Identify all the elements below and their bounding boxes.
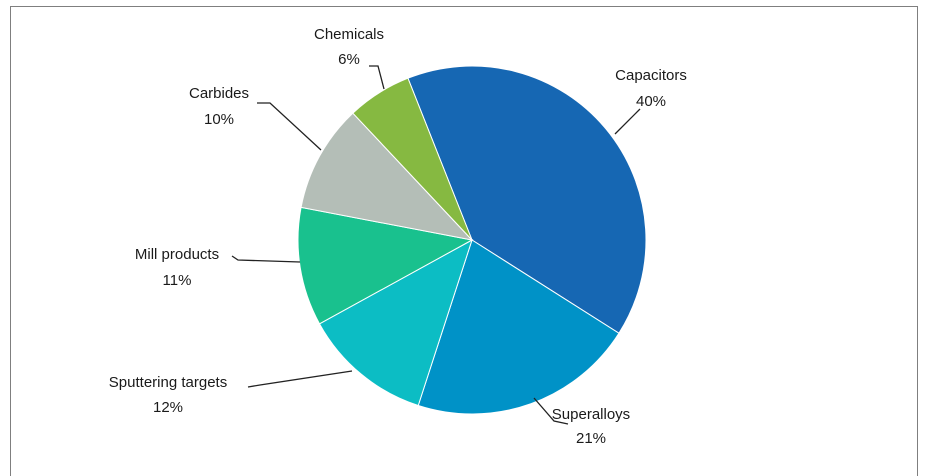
leader-lines	[231, 65, 641, 425]
slice-label-sputtering-targets: Sputtering targets	[109, 374, 227, 391]
slice-value-sputtering-targets: 12%	[153, 399, 183, 416]
slice-label-carbides: Carbides	[189, 85, 249, 102]
slice-value-capacitors: 40%	[636, 93, 666, 110]
slice-label-superalloys: Superalloys	[552, 406, 630, 423]
pie-slice-chemicals	[352, 77, 473, 241]
leader-line-superalloys	[533, 397, 569, 425]
pie-slice-capacitors	[407, 65, 647, 334]
slice-value-superalloys: 21%	[576, 430, 606, 447]
leader-line-capacitors	[614, 108, 641, 135]
leader-line-mill-products	[231, 255, 301, 263]
slice-label-capacitors: Capacitors	[615, 67, 687, 84]
leader-line-chemicals	[369, 65, 385, 90]
slice-value-mill-products: 11%	[163, 272, 192, 289]
chart-frame	[10, 6, 918, 476]
pie-chart: Capacitors 40% Superalloys 21% Sputtering ta…	[109, 26, 687, 447]
slice-labels: Capacitors 40% Superalloys 21% Sputtering ta…	[109, 26, 687, 447]
pie-slice-sputtering-targets	[318, 238, 473, 407]
pie-slices	[297, 65, 647, 415]
pie-slice-carbides	[300, 112, 474, 241]
slice-value-chemicals: 6%	[338, 51, 360, 68]
leader-line-carbides	[257, 102, 322, 151]
slice-value-carbides: 10%	[204, 111, 234, 128]
leader-line-sputtering-targets	[247, 370, 353, 388]
slice-label-mill-products: Mill products	[135, 246, 219, 263]
pie-slice-mill-products	[297, 206, 474, 325]
pie-slice-superalloys	[417, 239, 620, 415]
slice-label-chemicals: Chemicals	[314, 26, 384, 43]
